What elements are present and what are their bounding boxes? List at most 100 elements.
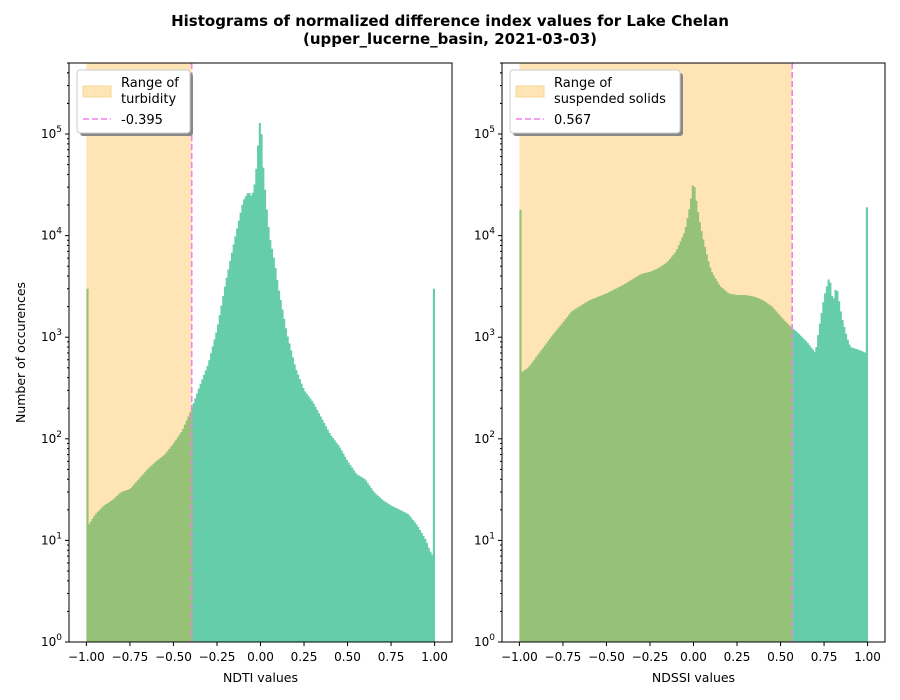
ndssi-histogram-x-tick-label: −0.75	[545, 650, 582, 664]
ndti-histogram-bar	[394, 507, 397, 642]
ndssi-histogram-bar	[695, 200, 698, 642]
ndti-histogram-bar	[182, 428, 185, 642]
ndssi-histogram-bar	[672, 254, 675, 642]
ndssi-histogram-bar	[785, 322, 788, 642]
ndssi-histogram-bar	[531, 362, 534, 642]
ndti-histogram-bar	[88, 524, 91, 642]
ndti-histogram-bar	[244, 196, 247, 642]
ndti-histogram-bar	[246, 193, 249, 642]
ndssi-histogram-bar	[526, 368, 529, 642]
ndti-histogram-bar	[290, 350, 293, 642]
ndssi-histogram-bar	[528, 366, 531, 642]
ndti-histogram-bar	[260, 134, 263, 642]
ndti-histogram-bar	[422, 535, 425, 642]
ndssi-histogram-bar	[756, 297, 759, 642]
ndssi-histogram-bar	[717, 284, 721, 642]
ndti-histogram-bar	[403, 512, 406, 642]
ndssi-histogram-bar	[747, 295, 750, 642]
ndssi-histogram-bar	[827, 279, 830, 642]
ndssi-histogram-bar	[524, 369, 527, 642]
ndti-histogram-bar	[89, 521, 93, 642]
ndti-histogram-bar	[86, 288, 89, 642]
ndti-histogram-bar	[121, 491, 124, 642]
ndti-histogram-bar	[276, 279, 279, 642]
ndssi-histogram-bar	[824, 293, 827, 642]
ndti-histogram-bar	[356, 474, 359, 642]
ndti-histogram-bar	[239, 212, 242, 643]
ndssi-histogram-bar	[552, 334, 555, 642]
ndssi-histogram-bar	[583, 303, 586, 642]
ndti-histogram-bar	[220, 305, 223, 642]
ndssi-legend-range-label-line1: Range of	[554, 76, 612, 91]
ndti-histogram-bar	[107, 502, 110, 642]
ndssi-histogram-bar	[771, 307, 774, 642]
ndti-legend: Range of turbidity -0.395	[76, 69, 193, 136]
ndssi-histogram-bar	[615, 288, 618, 642]
ndssi-histogram-bar	[575, 308, 578, 642]
ndssi-histogram-bar	[637, 275, 640, 642]
ndssi-histogram-bar	[597, 296, 600, 642]
ndssi-histogram-bar	[665, 262, 668, 642]
ndti-histogram-bar	[411, 520, 415, 642]
ndssi-histogram-bar	[536, 355, 539, 642]
ndti-histogram-y-tick-label: 105	[41, 125, 62, 141]
ndti-histogram-bar	[116, 495, 119, 642]
ndssi-histogram-bar	[653, 269, 656, 642]
ndssi-histogram-bar	[831, 295, 834, 642]
ndti-histogram-bar	[152, 463, 155, 642]
ndssi-histogram-bar	[707, 261, 710, 642]
ndti-histogram-y-tick-label: 100	[41, 633, 62, 649]
ndssi-histogram-bar	[817, 335, 820, 642]
ndssi-histogram-bar	[554, 331, 557, 642]
ndti-histogram-bar	[147, 468, 150, 642]
ndssi-histogram-bar	[860, 351, 863, 642]
ndssi-histogram-bar	[674, 252, 677, 642]
ndssi-histogram-bar	[742, 295, 745, 642]
ndssi-histogram-bar	[855, 349, 858, 642]
ndssi-histogram-bar	[566, 316, 569, 642]
ndti-histogram-bar	[401, 511, 404, 642]
ndssi-histogram-y-tick-label: 103	[474, 328, 495, 344]
ndssi-histogram-bar	[726, 292, 729, 642]
ndti-histogram-bar	[291, 357, 294, 642]
ndti-histogram-bar	[389, 505, 392, 642]
ndssi-histogram-bar	[602, 294, 606, 642]
ndti-histogram-bar	[378, 497, 382, 642]
ndti-histogram-bar	[232, 244, 235, 642]
ndti-histogram-bar	[279, 300, 282, 642]
ndti-histogram-bar	[328, 432, 331, 642]
ndti-legend-range-label-line1: Range of	[121, 76, 179, 91]
ndti-histogram-bar	[175, 439, 178, 642]
ndssi-histogram-bar	[702, 239, 705, 642]
ndssi-histogram-bar	[716, 281, 719, 642]
ndssi-histogram-bar	[723, 289, 726, 642]
ndti-histogram-bar	[199, 383, 202, 642]
ndssi-histogram-bar	[521, 371, 524, 642]
ndssi-histogram-bar	[750, 296, 754, 642]
ndti-histogram-bar	[211, 346, 214, 642]
ndti-histogram-bar	[312, 403, 315, 642]
ndti-histogram-bar	[385, 502, 388, 642]
figure-title-line2: (upper_lucerne_basin, 2021-03-03)	[303, 30, 597, 48]
ndti-histogram-bar	[229, 261, 232, 642]
ndti-histogram-bar	[342, 453, 345, 642]
ndti-histogram-bar	[164, 453, 167, 642]
ndssi-histogram-bar	[740, 295, 743, 642]
ndti-histogram-bar	[427, 547, 430, 642]
ndssi-histogram-x-tick-label: 0.75	[811, 650, 838, 664]
ndti-histogram-bar	[243, 199, 246, 642]
ndti-y-axis-label: Number of occurences	[13, 282, 28, 423]
ndti-histogram-bar	[284, 328, 288, 642]
ndssi-histogram-x-tick-label: −0.50	[588, 650, 625, 664]
ndti-histogram-bar	[351, 467, 354, 642]
ndssi-histogram-bar	[533, 359, 536, 642]
ndti-histogram-x-tick-label: 0.25	[291, 650, 318, 664]
ndssi-histogram-bar	[608, 292, 611, 642]
ndti-histogram-bar	[333, 440, 336, 642]
ndssi-histogram-bar	[763, 301, 766, 642]
ndti-histogram-bar	[223, 286, 227, 642]
ndssi-legend-range-label-line2: suspended solids	[554, 92, 666, 107]
ndti-histogram-bar	[157, 459, 160, 642]
ndti-histogram-bar	[283, 318, 286, 642]
